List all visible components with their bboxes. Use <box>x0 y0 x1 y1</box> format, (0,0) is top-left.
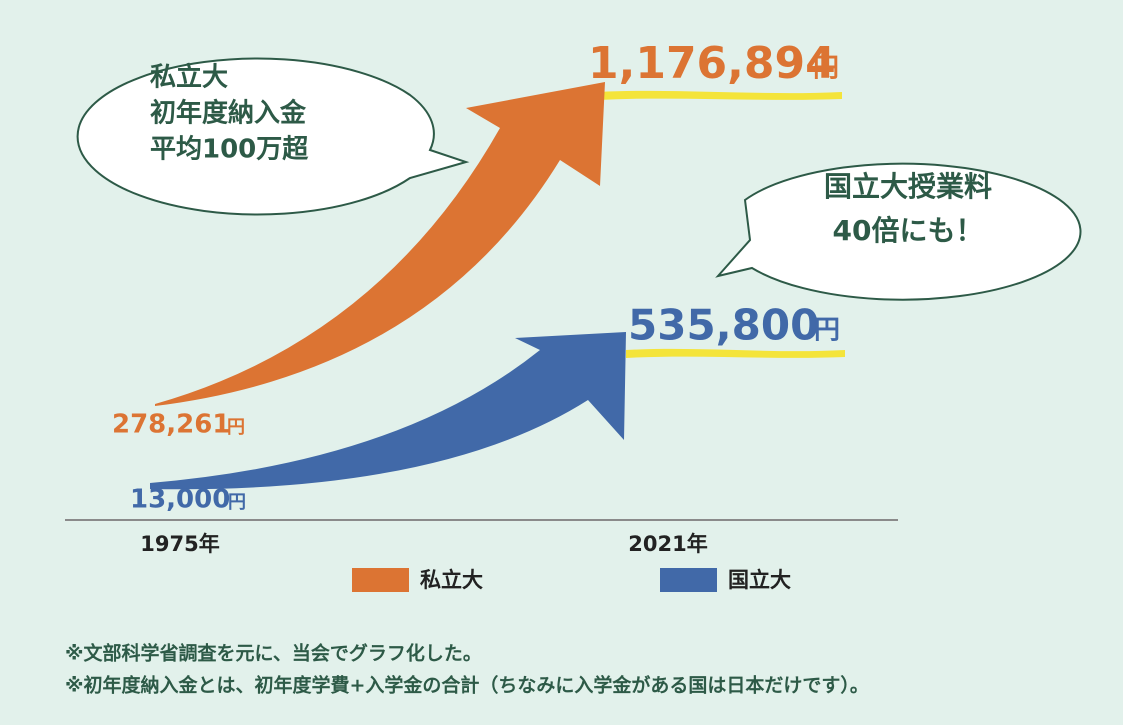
x-tick-label: 2021年 <box>628 532 707 556</box>
callout <box>76 57 470 216</box>
unit-label: 円 <box>227 417 245 438</box>
value-label: 1,176,894 <box>588 38 836 89</box>
value-label: 535,800 <box>628 301 819 350</box>
unit-label: 円 <box>228 492 246 513</box>
highlight <box>598 90 842 100</box>
unit-label: 円 <box>814 316 840 346</box>
unit-label: 円 <box>813 54 839 84</box>
footnote: ※文部科学省調査を元に、当会でグラフ化した。 <box>65 642 482 665</box>
arrow <box>155 82 605 406</box>
value-label: 278,261 <box>112 410 230 440</box>
value-label: 13,000 <box>130 485 230 515</box>
callout-text: 初年度納入金 <box>150 98 307 129</box>
footnote: ※初年度納入金とは、初年度学費+入学金の合計（ちなみに入学金がある国は日本だけで… <box>65 674 869 697</box>
callout-text: 私立大 <box>150 62 228 93</box>
legend-label: 国立大 <box>728 568 791 592</box>
arrow <box>150 332 626 490</box>
highlight <box>626 348 845 358</box>
callout <box>715 162 1082 301</box>
legend-swatch <box>352 568 409 592</box>
x-tick-label: 1975年 <box>140 532 219 556</box>
callout-text: 平均100万超 <box>150 135 309 165</box>
callout-text: 40倍にも！ <box>833 214 984 247</box>
callout-text: 国立大授業料 <box>824 170 992 203</box>
speech-bubble <box>76 57 470 216</box>
legend-swatch <box>660 568 717 592</box>
legend-label: 私立大 <box>420 568 483 592</box>
speech-bubble <box>715 162 1082 301</box>
